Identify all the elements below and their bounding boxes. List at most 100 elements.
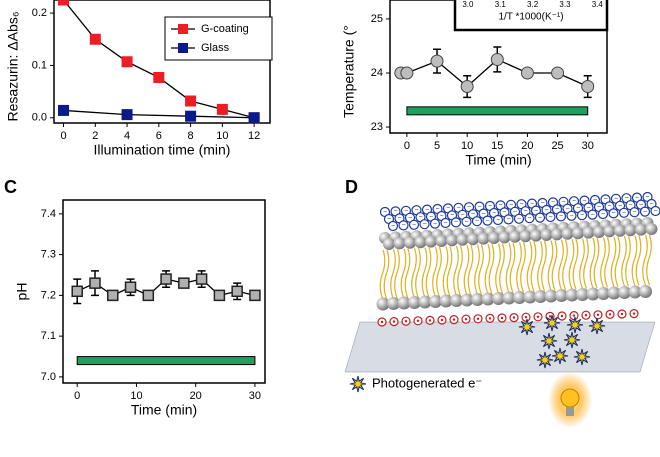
anion [450, 217, 462, 228]
anion [408, 219, 420, 230]
anion-sign: − [590, 211, 594, 218]
anion-sign: − [443, 220, 447, 227]
anion-sign: − [404, 208, 408, 215]
panel-label: C [4, 177, 17, 197]
anion-sign: − [523, 208, 527, 215]
electron-star [540, 332, 558, 350]
inset-frame [453, 0, 609, 32]
anion-sign: − [422, 221, 426, 228]
anion-sign: − [576, 205, 580, 212]
lipid-head [393, 237, 406, 250]
anion-sign: − [513, 209, 517, 216]
lipid-head [551, 228, 563, 241]
anion-sign: − [488, 203, 492, 210]
lipid-head [471, 293, 484, 306]
inset-tick-label: 3.1 [495, 0, 507, 9]
anion-sign: − [561, 199, 565, 206]
anion [440, 217, 451, 229]
anion-sign: − [643, 208, 647, 215]
marker [58, 104, 70, 116]
cation-dot [380, 320, 384, 324]
marker [89, 277, 101, 289]
cation-dot [572, 314, 576, 317]
anion [597, 208, 609, 220]
anion-sign: − [439, 213, 443, 220]
marker [121, 109, 133, 121]
anion [566, 210, 577, 221]
y-axis-title: pH [14, 283, 30, 301]
lipid-head [418, 295, 432, 309]
anion-sign: − [492, 210, 496, 217]
lipid-head [439, 294, 453, 308]
electron-star [566, 316, 584, 334]
lipid-head [523, 290, 537, 304]
lipid-head [446, 234, 458, 247]
marker [107, 289, 119, 302]
inset-tick-label: 3.0 [462, 0, 474, 9]
x-tick-label: 20 [190, 390, 202, 402]
marker [249, 289, 261, 302]
lipid-head [534, 290, 547, 303]
anion-sign: − [603, 196, 607, 203]
lipid-tail [526, 241, 537, 292]
y-tick-label: 7.4 [41, 208, 56, 220]
lipid-tail [579, 238, 589, 289]
electron-star [349, 375, 367, 393]
cation-dot [392, 320, 396, 323]
anion-sign: − [485, 217, 489, 224]
anion-sign: − [517, 216, 521, 223]
anion [419, 219, 430, 230]
lipid-tail [484, 243, 495, 295]
anion-sign: − [645, 194, 649, 201]
lipid-head [635, 223, 647, 236]
cation-dot [548, 315, 552, 318]
bulb-base [566, 407, 574, 416]
anion-sign: − [538, 214, 542, 221]
anion [587, 209, 598, 220]
anion-sign: − [544, 207, 548, 214]
lipid-head [586, 287, 600, 301]
cation-dot [404, 320, 408, 323]
anion-sign: − [639, 201, 643, 208]
y-axis-title: Temperature (° [341, 25, 357, 118]
membrane-diagram: Photogenerated e⁻ − − − − − − − − − − − − − − − − − − − − − −… [344, 191, 660, 428]
anion-sign: − [425, 206, 429, 213]
lipid-head [425, 235, 437, 248]
lipid-tail [631, 235, 642, 286]
marker [460, 80, 474, 94]
electron-star [543, 314, 561, 332]
inset-axis-title: 1/T *1000(K⁻¹) [498, 12, 563, 23]
lipid-head [481, 292, 495, 306]
marker [160, 273, 172, 285]
lipid-tail [568, 239, 579, 290]
x-tick-label: 10 [216, 130, 228, 142]
y-tick-label: 7.2 [41, 289, 56, 301]
x-tick-label: 10 [130, 390, 142, 402]
lipid-tail [600, 237, 610, 288]
anion-sign: − [519, 201, 523, 208]
marker [231, 285, 243, 298]
anion-sign: − [582, 197, 586, 204]
electron-star [551, 347, 569, 365]
graphene-sheet [344, 321, 656, 373]
x-tick-label: 10 [461, 140, 473, 152]
anion-sign: − [391, 223, 395, 230]
lipid-head [624, 224, 637, 237]
marker [89, 33, 101, 45]
cation-dot [584, 314, 588, 317]
cation-dot [452, 318, 456, 321]
marker [142, 289, 155, 302]
x-tick-label: 30 [249, 390, 261, 402]
lipid-head [450, 294, 463, 307]
lipid-tail [558, 239, 568, 291]
legend-marker [178, 43, 188, 53]
marker [430, 54, 444, 68]
lipid-head [404, 236, 416, 249]
anion-sign: − [601, 211, 605, 218]
series-line [63, 109, 255, 119]
lipid-tail [421, 247, 432, 298]
anion-sign: − [632, 209, 636, 216]
anion-sign: − [446, 205, 450, 212]
anion [482, 215, 493, 226]
